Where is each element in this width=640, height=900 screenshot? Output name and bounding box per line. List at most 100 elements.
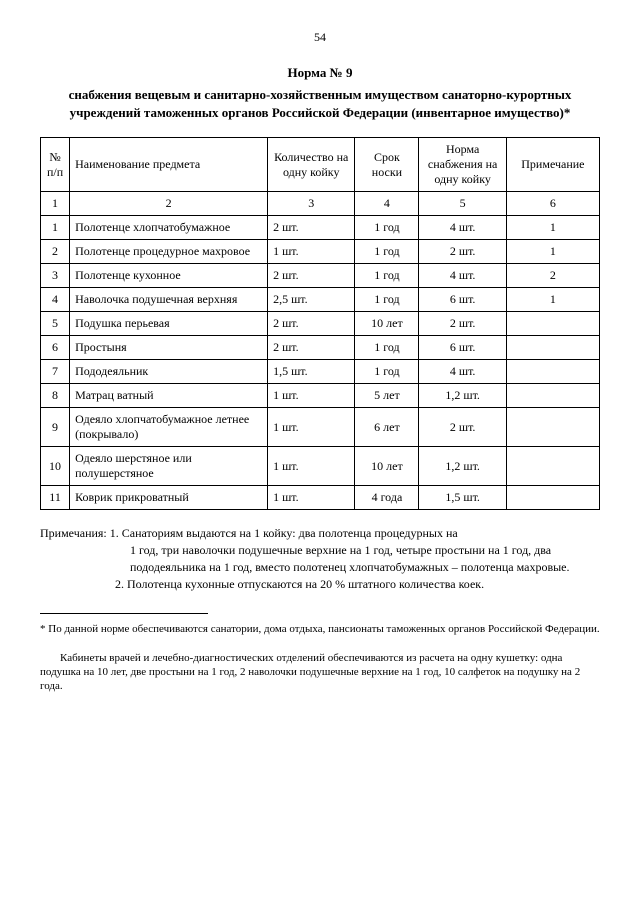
cell: 2 шт. bbox=[419, 408, 506, 447]
cell: 1 год bbox=[355, 240, 419, 264]
cell: Пододеяльник bbox=[70, 360, 268, 384]
cell: 6 лет bbox=[355, 408, 419, 447]
bottom-note: Кабинеты врачей и лечебно-диагностически… bbox=[40, 651, 600, 694]
th-norm: Норма снабжения на одну койку bbox=[419, 138, 506, 192]
cell bbox=[506, 384, 599, 408]
cell: Простыня bbox=[70, 336, 268, 360]
cell: 2,5 шт. bbox=[268, 288, 355, 312]
cell: Подушка перьевая bbox=[70, 312, 268, 336]
cell: 1 год bbox=[355, 216, 419, 240]
table-row: 10Одеяло шерстяное или полушерстяное1 шт… bbox=[41, 447, 600, 486]
cell: Полотенце хлопчатобумажное bbox=[70, 216, 268, 240]
cell: 7 bbox=[41, 360, 70, 384]
cell: 1 шт. bbox=[268, 486, 355, 510]
cell: 1,5 шт. bbox=[268, 360, 355, 384]
cell: 1 bbox=[506, 288, 599, 312]
cell: Наволочка подушечная верхняя bbox=[70, 288, 268, 312]
cell: 5 bbox=[41, 312, 70, 336]
cell: 1 bbox=[41, 216, 70, 240]
cell bbox=[506, 408, 599, 447]
cell: 9 bbox=[41, 408, 70, 447]
cell bbox=[506, 336, 599, 360]
notes-label: Примечания: bbox=[40, 526, 110, 540]
th-term: Срок носки bbox=[355, 138, 419, 192]
cell: 6 шт. bbox=[419, 288, 506, 312]
cell: 1,5 шт. bbox=[419, 486, 506, 510]
cell: 1 шт. bbox=[268, 408, 355, 447]
notes-block: Примечания: 1. Санаториям выдаются на 1 … bbox=[40, 525, 600, 592]
cell: 10 лет bbox=[355, 312, 419, 336]
cell: 1 год bbox=[355, 336, 419, 360]
cell: 2 шт. bbox=[268, 312, 355, 336]
cell: Полотенце процедурное махровое bbox=[70, 240, 268, 264]
th-num: № п/п bbox=[41, 138, 70, 192]
table-header-row: № п/п Наименование предмета Количество н… bbox=[41, 138, 600, 192]
cell: 2 шт. bbox=[268, 336, 355, 360]
th-qty: Количество на одну койку bbox=[268, 138, 355, 192]
supply-table: № п/п Наименование предмета Количество н… bbox=[40, 137, 600, 510]
cell: Полотенце кухонное bbox=[70, 264, 268, 288]
note-2: 2. Полотенца кухонные отпускаются на 20 … bbox=[40, 576, 600, 593]
table-row: 5Подушка перьевая2 шт.10 лет2 шт. bbox=[41, 312, 600, 336]
cell: 4 шт. bbox=[419, 216, 506, 240]
table-row: 2Полотенце процедурное махровое1 шт.1 го… bbox=[41, 240, 600, 264]
footnote: * По данной норме обеспечиваются санатор… bbox=[40, 622, 600, 636]
nr-5: 5 bbox=[419, 192, 506, 216]
cell: Одеяло хлопчатобумажное летнее (покрывал… bbox=[70, 408, 268, 447]
cell: 1 bbox=[506, 216, 599, 240]
cell bbox=[506, 486, 599, 510]
cell: 1 год bbox=[355, 264, 419, 288]
cell: 11 bbox=[41, 486, 70, 510]
table-row: 7Пододеяльник1,5 шт.1 год4 шт. bbox=[41, 360, 600, 384]
cell: 1,2 шт. bbox=[419, 384, 506, 408]
nr-1: 1 bbox=[41, 192, 70, 216]
cell: 1 шт. bbox=[268, 384, 355, 408]
cell: 1 год bbox=[355, 288, 419, 312]
cell: 5 лет bbox=[355, 384, 419, 408]
separator-line bbox=[40, 613, 208, 614]
cell: 10 лет bbox=[355, 447, 419, 486]
cell bbox=[506, 360, 599, 384]
cell: 3 bbox=[41, 264, 70, 288]
cell: 6 шт. bbox=[419, 336, 506, 360]
cell: 4 шт. bbox=[419, 360, 506, 384]
cell: Коврик прикроватный bbox=[70, 486, 268, 510]
note-1a: 1. Санаториям выдаются на 1 койку: два п… bbox=[110, 526, 458, 540]
nr-4: 4 bbox=[355, 192, 419, 216]
cell: 1 bbox=[506, 240, 599, 264]
nr-3: 3 bbox=[268, 192, 355, 216]
cell: 2 bbox=[41, 240, 70, 264]
cell: 2 шт. bbox=[419, 312, 506, 336]
doc-title: Норма № 9 bbox=[40, 65, 600, 81]
doc-subtitle: снабжения вещевым и санитарно-хозяйствен… bbox=[40, 86, 600, 122]
cell bbox=[506, 447, 599, 486]
th-name: Наименование предмета bbox=[70, 138, 268, 192]
table-row: 3Полотенце кухонное2 шт.1 год4 шт.2 bbox=[41, 264, 600, 288]
cell bbox=[506, 312, 599, 336]
nr-6: 6 bbox=[506, 192, 599, 216]
cell: 8 bbox=[41, 384, 70, 408]
th-note: Примечание bbox=[506, 138, 599, 192]
table-row: 8Матрац ватный1 шт.5 лет1,2 шт. bbox=[41, 384, 600, 408]
table-row: 1Полотенце хлопчатобумажное2 шт.1 год4 ш… bbox=[41, 216, 600, 240]
cell: 2 шт. bbox=[419, 240, 506, 264]
cell: 4 шт. bbox=[419, 264, 506, 288]
note-1b: 1 год, три наволочки подушечные верхние … bbox=[40, 542, 600, 576]
nr-2: 2 bbox=[70, 192, 268, 216]
cell: Матрац ватный bbox=[70, 384, 268, 408]
cell: 2 шт. bbox=[268, 264, 355, 288]
cell: 1,2 шт. bbox=[419, 447, 506, 486]
table-row: 6Простыня2 шт.1 год6 шт. bbox=[41, 336, 600, 360]
cell: 1 шт. bbox=[268, 240, 355, 264]
page-number: 54 bbox=[40, 30, 600, 45]
table-row: 11Коврик прикроватный1 шт.4 года1,5 шт. bbox=[41, 486, 600, 510]
cell: 6 bbox=[41, 336, 70, 360]
cell: 10 bbox=[41, 447, 70, 486]
table-numrow: 1 2 3 4 5 6 bbox=[41, 192, 600, 216]
cell: 1 шт. bbox=[268, 447, 355, 486]
table-row: 9Одеяло хлопчатобумажное летнее (покрыва… bbox=[41, 408, 600, 447]
cell: Одеяло шерстяное или полушерстяное bbox=[70, 447, 268, 486]
table-row: 4Наволочка подушечная верхняя2,5 шт.1 го… bbox=[41, 288, 600, 312]
table-body: 1 2 3 4 5 6 1Полотенце хлопчатобумажное2… bbox=[41, 192, 600, 510]
cell: 2 шт. bbox=[268, 216, 355, 240]
